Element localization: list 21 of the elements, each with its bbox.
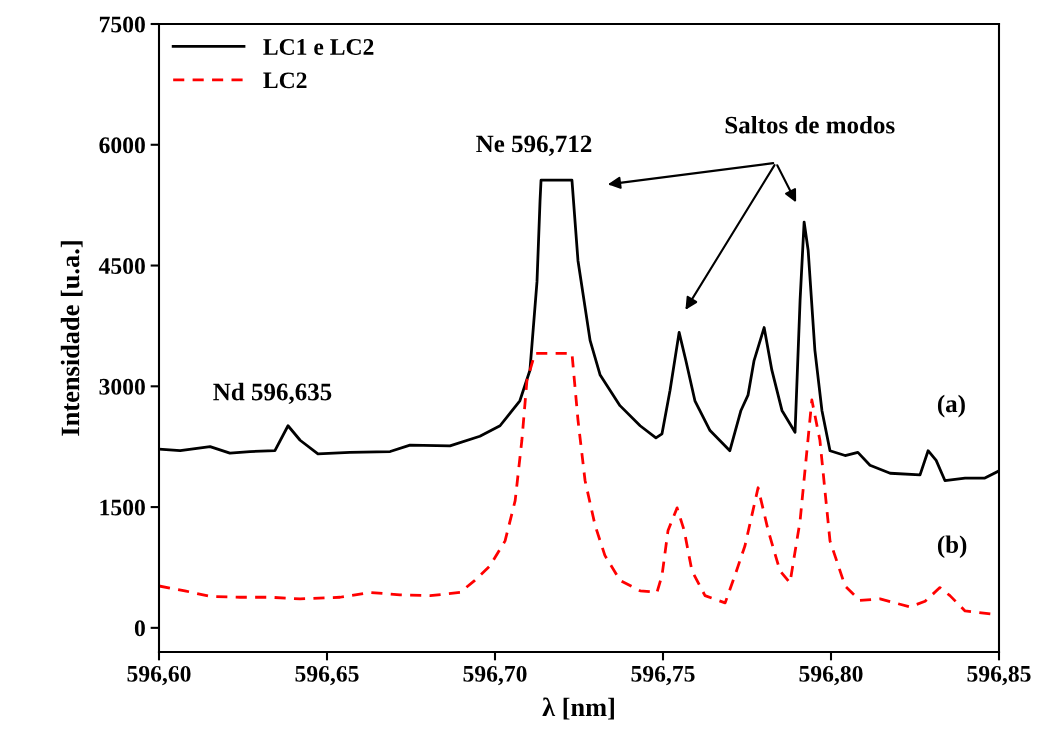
x-tick-label: 596,75 — [631, 665, 695, 686]
annotation: (a) — [937, 394, 965, 418]
y-tick-label: 0 — [134, 620, 145, 637]
legend-label: LC1 e LC2 — [263, 39, 374, 55]
y-tick-label: 7500 — [99, 16, 145, 33]
y-tick-label: 4500 — [98, 258, 145, 274]
y-axis-title: Intensidade [u.a.] — [60, 241, 83, 436]
x-axis-title: λ [nm] — [542, 697, 614, 720]
annotation: (b) — [937, 535, 967, 559]
annotation: Ne 596,712 — [476, 135, 592, 156]
x-tick-label: 596,65 — [295, 665, 359, 686]
y-tick-label: 6000 — [99, 137, 145, 154]
x-tick-label: 596,60 — [127, 665, 191, 686]
y-tick-label: 3000 — [99, 378, 145, 395]
x-tick-label: 596,70 — [463, 665, 527, 686]
annotation: Nd 596,635 — [213, 382, 332, 405]
legend-label: LC2 — [263, 72, 307, 89]
annotation: Saltos de modos — [725, 115, 895, 134]
x-tick-label: 596,85 — [967, 665, 1031, 686]
x-tick-label: 596,80 — [799, 665, 863, 686]
y-tick-label: 1500 — [100, 499, 145, 516]
